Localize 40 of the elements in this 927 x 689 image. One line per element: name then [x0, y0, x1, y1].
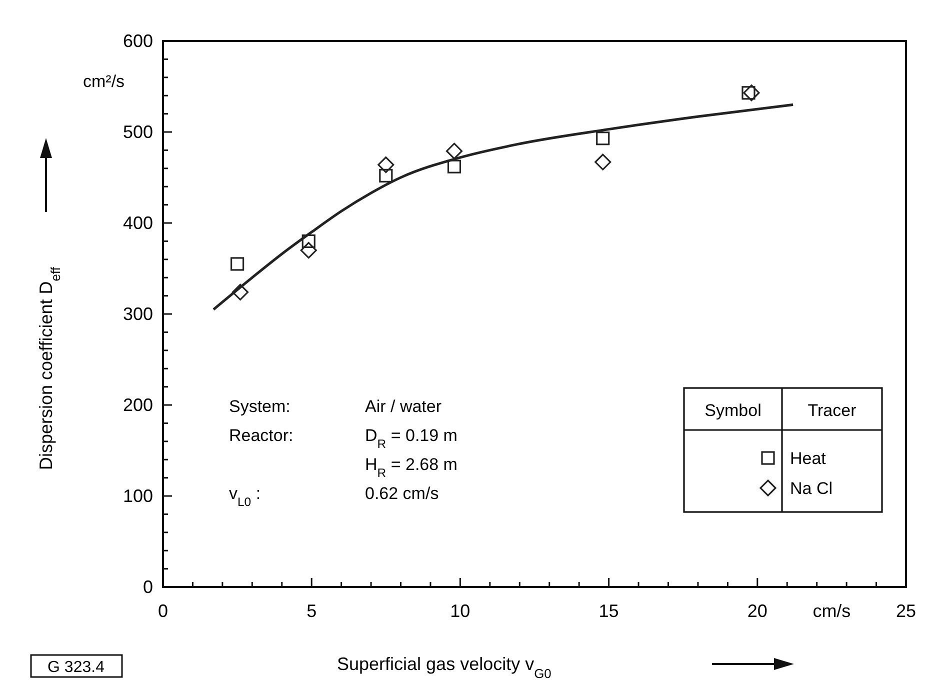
point — [596, 132, 610, 146]
point — [379, 168, 393, 182]
point — [230, 257, 244, 271]
y-tick-label: 100 — [122, 486, 153, 506]
x-tick-label: 15 — [598, 601, 619, 621]
legend-label: Na Cl — [790, 479, 833, 498]
annotation: D$_{R}$ = 0.19 m — [365, 426, 458, 451]
point — [743, 84, 760, 102]
legend-label: Heat — [790, 449, 826, 468]
annotation: v$_{L0}$ : — [229, 484, 261, 509]
y-tick-label: 400 — [122, 213, 153, 233]
text: cm/s — [812, 601, 851, 621]
annotation: H$_{R}$ = 2.68 m — [365, 455, 458, 480]
x-tick-label: 0 — [158, 601, 168, 621]
annotation: Reactor: — [229, 426, 294, 445]
y-tick-label: 600 — [122, 31, 153, 51]
point — [447, 160, 462, 174]
text: cm²/s — [83, 72, 125, 91]
x-tick-label: 10 — [450, 601, 470, 621]
x-tick-label: 20 — [747, 601, 768, 621]
x-tick-label: 25 — [896, 601, 916, 621]
y-tick-label: 300 — [122, 304, 153, 324]
annotation: 0.62 cm/s — [365, 484, 439, 503]
point — [300, 242, 317, 259]
line-series — [212, 103, 794, 311]
annotation: Air / water — [365, 397, 442, 416]
point — [302, 234, 316, 248]
legend-title: Tracer — [808, 401, 857, 420]
text: G 323.4 — [48, 659, 105, 676]
x-axis-title: Superficial gas velocity v$_{G0}$ — [337, 654, 552, 680]
point — [446, 142, 463, 160]
y-tick-label: 500 — [122, 122, 153, 142]
annotation: System: — [229, 397, 290, 416]
point — [378, 156, 394, 174]
y-tick-label: 0 — [142, 577, 153, 597]
point — [232, 284, 249, 300]
point — [594, 154, 612, 170]
y-tick-label: 200 — [122, 395, 153, 415]
x-tick-label: 5 — [306, 601, 317, 621]
annotation: Symbol — [704, 401, 762, 420]
